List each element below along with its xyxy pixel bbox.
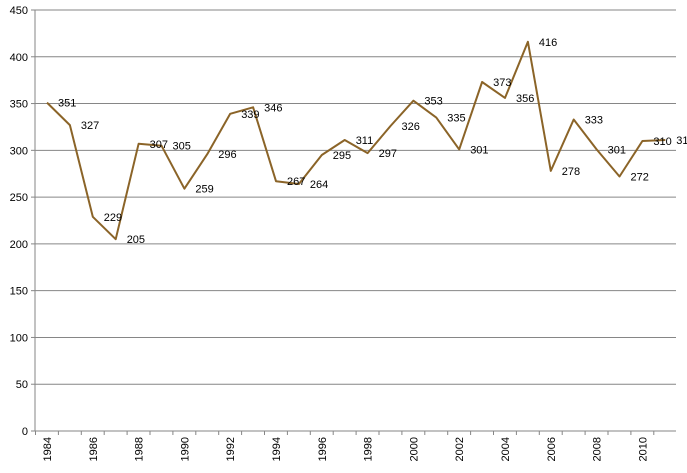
data-label: 335 — [447, 113, 465, 125]
y-tick-label: 400 — [10, 52, 28, 64]
data-label: 229 — [104, 212, 122, 224]
data-label: 295 — [333, 150, 351, 162]
data-label: 305 — [173, 141, 191, 153]
x-tick-label: 1992 — [225, 437, 237, 461]
y-tick-label: 250 — [10, 192, 28, 204]
x-tick-label: 2010 — [637, 437, 649, 461]
x-tick-label: 1996 — [317, 437, 329, 461]
y-axis-ticks: 0 50 100 150 200 250 300 350 400 450 — [10, 5, 35, 438]
x-axis-ticks: 1984 1986 1988 1990 1992 1994 1996 1998 2000 2002… — [35, 431, 655, 461]
x-tick-label: 2006 — [546, 437, 558, 461]
data-label: 301 — [608, 144, 626, 156]
data-label: 333 — [585, 114, 603, 126]
data-label: 297 — [379, 148, 397, 160]
data-label: 326 — [402, 121, 420, 133]
gridlines — [35, 9, 676, 385]
x-tick-label: 1988 — [134, 437, 146, 461]
data-label: 301 — [470, 144, 488, 156]
data-label: 296 — [218, 149, 236, 161]
data-label: 351 — [58, 98, 76, 110]
data-label: 311 — [356, 135, 374, 147]
data-label: 307 — [150, 139, 168, 151]
data-label: 311 — [676, 135, 687, 147]
x-tick-label: 2004 — [500, 437, 512, 461]
data-label: 264 — [310, 179, 328, 191]
y-tick-label: 100 — [10, 332, 28, 344]
x-tick-label: 2000 — [408, 437, 420, 461]
x-tick-label: 2008 — [592, 437, 604, 461]
x-tick-label: 1994 — [271, 437, 283, 461]
data-label: 416 — [539, 37, 557, 49]
y-tick-label: 450 — [10, 5, 28, 17]
data-label: 259 — [195, 184, 213, 196]
x-tick-label: 1998 — [363, 437, 375, 461]
y-tick-label: 150 — [10, 286, 28, 298]
data-label: 339 — [241, 109, 259, 121]
data-label: 278 — [562, 166, 580, 178]
x-tick-label: 1984 — [42, 437, 54, 461]
data-label: 327 — [81, 120, 99, 132]
data-label: 373 — [493, 77, 511, 89]
data-label: 353 — [424, 96, 442, 108]
y-tick-label: 200 — [10, 239, 28, 251]
data-label: 346 — [264, 102, 282, 114]
data-label: 267 — [287, 176, 305, 188]
data-labels: 351 327 229 205 307 305 259 296 339 346 267 264 295 3… — [58, 37, 687, 246]
x-tick-label: 2002 — [454, 437, 466, 461]
y-tick-label: 350 — [10, 99, 28, 111]
x-tick-label: 1986 — [88, 437, 100, 461]
series-line — [46, 40, 666, 241]
data-label: 356 — [516, 93, 534, 105]
y-tick-label: 50 — [16, 379, 28, 391]
x-tick-label: 1990 — [179, 437, 191, 461]
data-label: 310 — [653, 136, 671, 148]
data-label: 272 — [631, 172, 649, 184]
y-tick-label: 0 — [22, 426, 28, 438]
data-label: 205 — [127, 234, 145, 246]
y-tick-label: 300 — [10, 145, 28, 157]
